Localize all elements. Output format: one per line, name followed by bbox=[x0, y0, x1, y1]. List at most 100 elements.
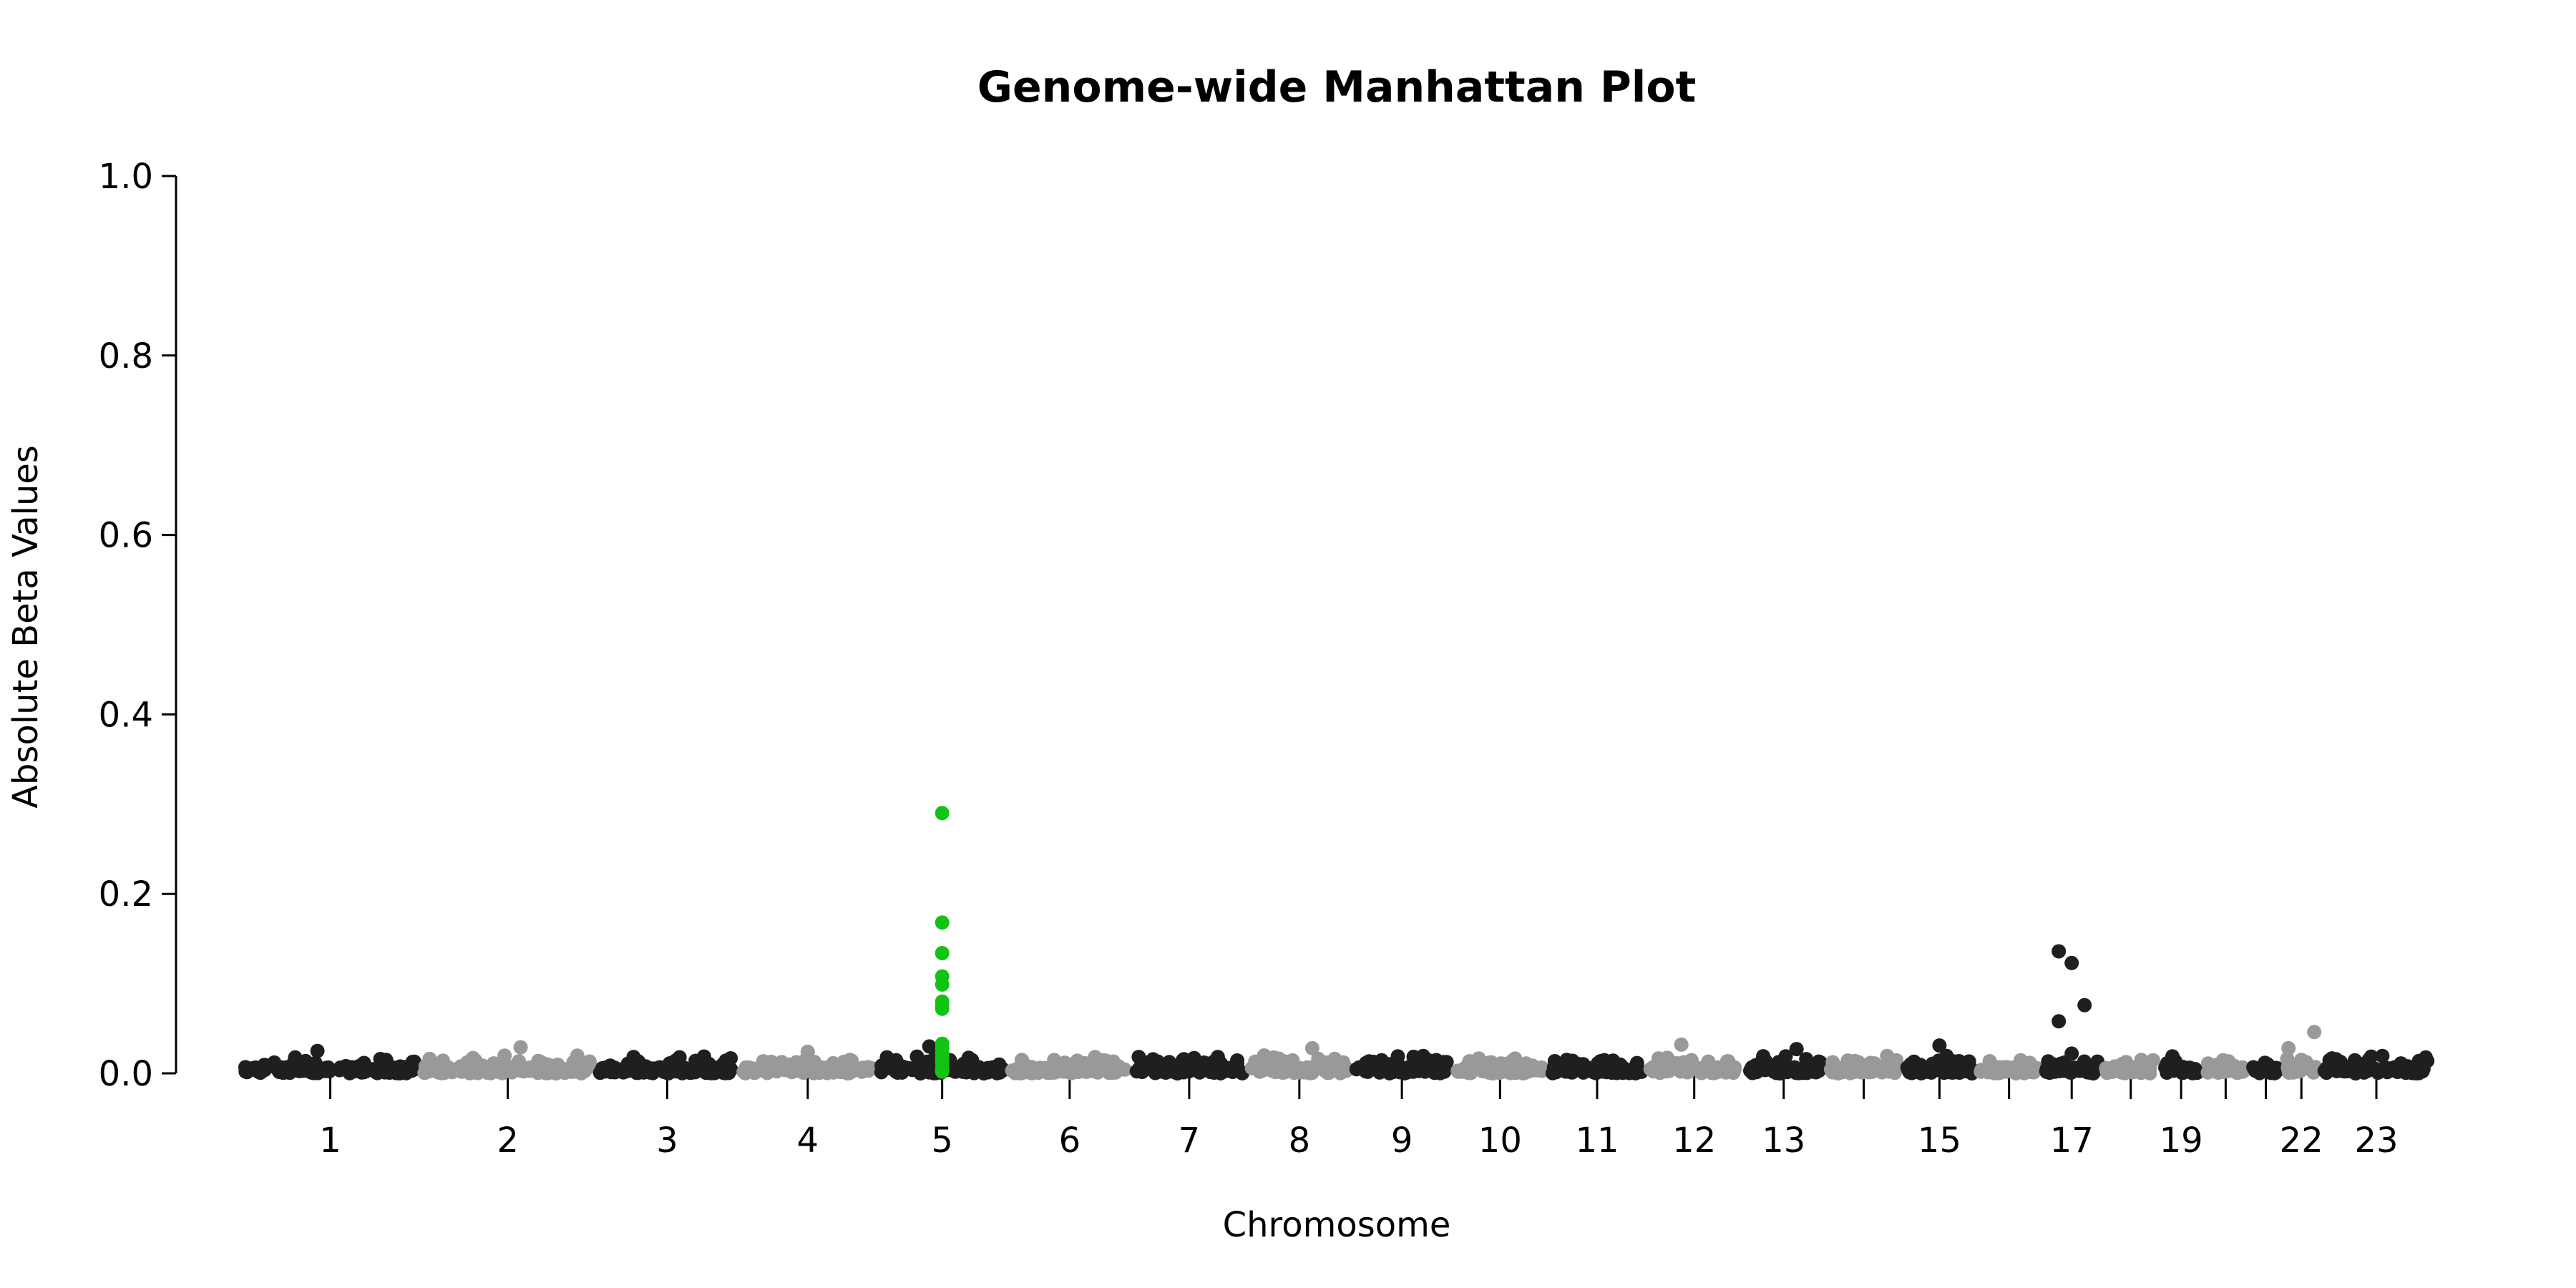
snp-point bbox=[311, 1065, 326, 1080]
snp-point bbox=[540, 1064, 555, 1079]
x-tick-label: 10 bbox=[1478, 1121, 1522, 1161]
y-tick-label: 0.8 bbox=[99, 336, 153, 376]
snp-point bbox=[748, 1064, 763, 1079]
snp-point bbox=[2220, 1057, 2235, 1072]
snp-point-highlight bbox=[935, 977, 950, 992]
snp-point bbox=[2142, 1060, 2157, 1075]
snp-point bbox=[1252, 1062, 1267, 1077]
x-tick-label: 3 bbox=[656, 1121, 678, 1161]
snp-point-notable bbox=[2077, 997, 2092, 1013]
snp-point bbox=[1575, 1058, 1590, 1073]
snp-point bbox=[1946, 1054, 1961, 1069]
snp-point bbox=[1937, 1063, 1952, 1078]
snp-point bbox=[988, 1062, 1003, 1077]
y-tick-label: 0.0 bbox=[99, 1054, 153, 1094]
snp-point bbox=[2344, 1060, 2359, 1075]
y-axis-title: Absolute Beta Values bbox=[6, 445, 46, 809]
snp-point bbox=[2402, 1060, 2417, 1075]
snp-point bbox=[1988, 1065, 2003, 1080]
snp-point bbox=[919, 1060, 934, 1075]
x-tick-label: 5 bbox=[931, 1121, 953, 1161]
snp-point bbox=[1725, 1063, 1740, 1077]
snp-point bbox=[668, 1053, 683, 1068]
snp-point bbox=[1015, 1057, 1030, 1072]
snp-point bbox=[1166, 1060, 1181, 1075]
snp-point bbox=[1349, 1062, 1364, 1077]
snp-point bbox=[842, 1053, 857, 1068]
snp-point bbox=[274, 1065, 289, 1079]
snp-point bbox=[1778, 1049, 1793, 1064]
snp-point bbox=[1230, 1062, 1245, 1077]
x-tick-label: 13 bbox=[1762, 1121, 1805, 1161]
snp-point bbox=[1075, 1063, 1091, 1078]
snp-point bbox=[962, 1063, 977, 1078]
snp-point bbox=[819, 1063, 834, 1078]
snp-point-notable bbox=[800, 1044, 815, 1059]
snp-point bbox=[1963, 1062, 1978, 1077]
snp-point bbox=[670, 1064, 686, 1079]
snp-point bbox=[630, 1053, 645, 1068]
snp-point bbox=[497, 1048, 512, 1063]
x-tick-label: 8 bbox=[1289, 1121, 1311, 1161]
snp-point bbox=[1360, 1055, 1375, 1070]
snp-point bbox=[657, 1060, 672, 1075]
snp-point bbox=[371, 1060, 386, 1075]
snp-point bbox=[1625, 1065, 1640, 1080]
snp-point bbox=[1796, 1065, 1810, 1080]
snp-point-notable bbox=[2307, 1025, 2322, 1040]
snp-point-notable bbox=[513, 1040, 528, 1055]
snp-point bbox=[2246, 1060, 2261, 1075]
snp-point bbox=[1372, 1065, 1387, 1080]
snp-point bbox=[879, 1050, 894, 1065]
snp-point bbox=[1217, 1060, 1232, 1075]
snp-point bbox=[570, 1064, 585, 1079]
snp-point-notable bbox=[1932, 1038, 1947, 1053]
snp-point bbox=[2189, 1063, 2204, 1078]
snp-point bbox=[291, 1063, 306, 1078]
snp-point bbox=[1694, 1065, 1709, 1080]
snp-point bbox=[1463, 1065, 1478, 1080]
snp-point bbox=[1652, 1051, 1666, 1066]
snp-point bbox=[2002, 1060, 2016, 1075]
snp-point-notable bbox=[1674, 1037, 1689, 1052]
snp-point-notable bbox=[1789, 1042, 1804, 1057]
snp-point bbox=[1269, 1062, 1284, 1077]
y-tick-label: 0.4 bbox=[99, 695, 153, 735]
snp-point bbox=[1862, 1065, 1877, 1080]
snp-point bbox=[417, 1065, 432, 1080]
x-tick-label: 12 bbox=[1672, 1121, 1716, 1161]
x-tick-label: 2 bbox=[497, 1121, 519, 1161]
snp-point bbox=[616, 1065, 631, 1080]
snp-point bbox=[2170, 1058, 2185, 1073]
snp-point bbox=[1781, 1064, 1796, 1079]
snp-point bbox=[398, 1060, 413, 1075]
snp-point bbox=[1463, 1054, 1478, 1069]
snp-point-notable bbox=[2051, 944, 2067, 959]
y-axis: 0.0 0.2 0.4 0.6 0.8 1.0 bbox=[99, 157, 177, 1094]
x-tick-label: 7 bbox=[1179, 1121, 1201, 1161]
x-tick-label: 19 bbox=[2160, 1121, 2203, 1161]
snp-point bbox=[1475, 1064, 1490, 1078]
snp-point bbox=[1589, 1065, 1604, 1080]
snp-point bbox=[683, 1065, 698, 1080]
snp-point-highlight bbox=[935, 1001, 950, 1016]
snp-point bbox=[1706, 1062, 1721, 1077]
snp-point bbox=[496, 1061, 511, 1076]
snp-point bbox=[1287, 1065, 1302, 1080]
snp-point bbox=[436, 1053, 450, 1068]
x-tick-label: 1 bbox=[319, 1121, 341, 1161]
snp-point bbox=[1138, 1062, 1153, 1077]
snp-point bbox=[1684, 1053, 1699, 1068]
snp-point bbox=[1063, 1065, 1078, 1080]
snp-point bbox=[1108, 1065, 1123, 1080]
snp-point bbox=[2380, 1065, 2395, 1080]
snp-point bbox=[2054, 1056, 2069, 1071]
snp-point bbox=[2416, 1061, 2431, 1076]
snp-point-notable bbox=[2064, 955, 2079, 970]
y-tick-label: 0.6 bbox=[99, 516, 153, 556]
snp-point bbox=[1974, 1063, 1989, 1078]
snp-point bbox=[248, 1060, 263, 1075]
snp-point bbox=[904, 1063, 919, 1078]
snp-point bbox=[2024, 1064, 2039, 1079]
